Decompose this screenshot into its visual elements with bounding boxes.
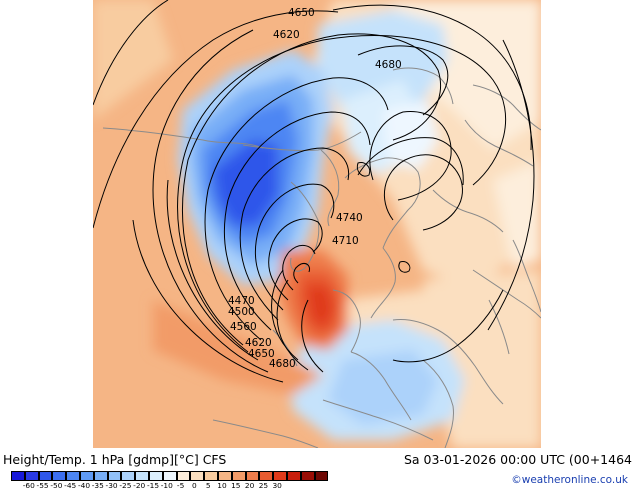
colorbar-swatch [190, 471, 205, 481]
map-plot: 4650 4620 4680 4740 4710 4470 4500 4560 … [93, 0, 541, 448]
colorbar-swatch [259, 471, 274, 481]
colorbar-swatch [93, 471, 108, 481]
colorbar-label: -40 [77, 481, 91, 490]
contour-label: 4650 [248, 348, 275, 360]
map-panel: 4650 4620 4680 4740 4710 4470 4500 4560 … [93, 0, 541, 448]
colorbar-label: -20 [133, 481, 146, 490]
colorbar-swatch [107, 471, 122, 481]
contour-label: 4680 [375, 59, 402, 71]
colorbar-label: -45 [64, 481, 77, 490]
contour-label: 4710 [332, 235, 359, 247]
colorbar-swatch [176, 471, 191, 481]
colorbar-swatch [300, 471, 315, 481]
map-title: Height/Temp. 1 hPa [gdmp][°C] CFS [3, 452, 227, 467]
temperature-shading [93, 0, 541, 448]
colorbar-swatch [11, 471, 25, 481]
colorbar-label: 30 [272, 481, 282, 490]
colorbar-label: -55 [36, 481, 49, 490]
colorbar-swatch [24, 471, 39, 481]
colorbar [11, 471, 329, 481]
colorbar-labels: -60 -55 -50 -45 -40 -35 -30 -25 -20 -15 -10 -5 0 5 10 1… [11, 482, 356, 490]
contour-label: 4680 [269, 358, 296, 370]
colorbar-label: -30 [105, 481, 118, 490]
colorbar-label: -10 [160, 481, 173, 490]
map-datetime: Sa 03-01-2026 00:00 UTC (00+1464 [403, 452, 632, 467]
colorbar-label: -60 [22, 481, 35, 490]
colorbar-label: 0 [192, 481, 197, 490]
colorbar-swatch [217, 471, 232, 481]
credit-link[interactable]: ©weatheronline.co.uk [511, 474, 628, 486]
colorbar-swatch [314, 471, 329, 481]
colorbar-swatch [162, 471, 177, 481]
colorbar-swatch [204, 471, 218, 481]
colorbar-swatch [148, 471, 163, 481]
colorbar-label: 5 [205, 481, 211, 490]
colorbar-swatch [38, 471, 53, 481]
colorbar-swatch [245, 471, 260, 481]
colorbar-label: 20 [244, 481, 255, 490]
colorbar-label: -15 [146, 481, 160, 490]
colorbar-label: 15 [231, 481, 241, 490]
colorbar-swatch [52, 471, 67, 481]
colorbar-swatch [231, 471, 246, 481]
colorbar-swatch [273, 471, 287, 481]
colorbar-label: -35 [91, 481, 104, 490]
colorbar-label: -25 [119, 481, 132, 490]
coastlines [102, 67, 541, 448]
contour-label: 4560 [230, 321, 257, 333]
contour-label: 4620 [273, 29, 300, 41]
colorbar-swatch [79, 471, 94, 481]
contour-label: 4470 [228, 295, 255, 307]
contour-label: 4650 [288, 7, 315, 19]
colorbar-swatch [121, 471, 136, 481]
colorbar-label: -5 [176, 481, 185, 490]
colorbar-label: -50 [50, 481, 63, 490]
contour-label: 4500 [228, 306, 255, 318]
height-contours [93, 0, 535, 383]
colorbar-label: 25 [258, 481, 269, 490]
contour-label: 4620 [245, 337, 272, 349]
colorbar-swatch [135, 471, 149, 481]
colorbar-label: 10 [217, 481, 227, 490]
colorbar-swatch [66, 471, 80, 481]
contour-label: 4740 [336, 212, 363, 224]
colorbar-swatch [286, 471, 301, 481]
